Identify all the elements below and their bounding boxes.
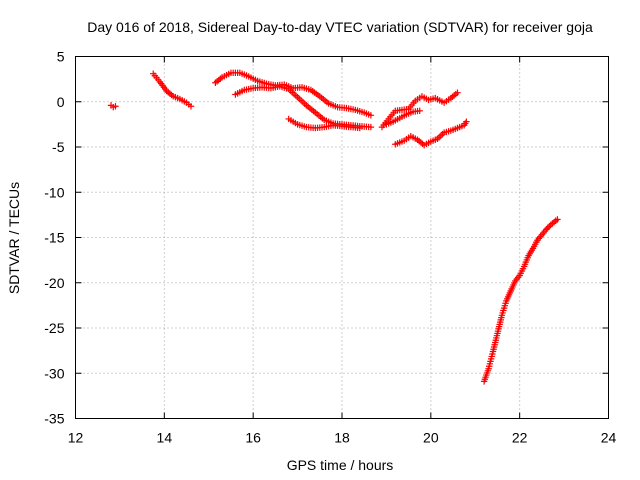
y-tick-label: -20	[44, 275, 64, 291]
ticks	[75, 56, 609, 419]
chart-title: Day 016 of 2018, Sidereal Day-to-day VTE…	[87, 19, 593, 35]
grid	[75, 56, 609, 419]
y-tick-label: -25	[44, 320, 64, 336]
data-point	[112, 103, 119, 110]
data-point	[416, 107, 423, 114]
y-axis-label: SDTVAR / TECUs	[6, 182, 22, 294]
data-point	[544, 224, 551, 232]
data-point	[356, 124, 363, 132]
data-point	[187, 103, 195, 110]
data-point	[367, 123, 375, 131]
y-tick-label: -35	[44, 411, 64, 427]
x-tick-label: 12	[68, 430, 84, 446]
data-point	[463, 118, 470, 125]
y-tick-labels: 5 0 -5 -10 -15 -20 -25 -30 -35	[44, 49, 64, 427]
x-tick-label: 20	[423, 430, 439, 446]
data-point	[454, 89, 461, 96]
data-point	[367, 112, 375, 119]
y-tick-label: -15	[44, 230, 64, 246]
x-tick-label: 16	[245, 430, 261, 446]
data-point	[543, 226, 550, 233]
x-tick-label: 14	[157, 430, 173, 446]
y-tick-label: -5	[52, 139, 65, 155]
y-tick-label: 0	[57, 94, 65, 110]
data-marks	[107, 69, 561, 385]
x-tick-label: 24	[601, 430, 617, 446]
data-point	[546, 223, 553, 230]
data-point	[554, 216, 561, 223]
x-tick-labels: 12 14 16 18 20 22 24	[68, 430, 617, 446]
y-tick-label: 5	[57, 49, 65, 65]
y-tick-label: -30	[44, 365, 64, 381]
x-axis-label: GPS time / hours	[287, 457, 394, 473]
x-tick-label: 18	[334, 430, 350, 446]
x-tick-label: 22	[512, 430, 528, 446]
y-tick-label: -10	[44, 184, 64, 200]
